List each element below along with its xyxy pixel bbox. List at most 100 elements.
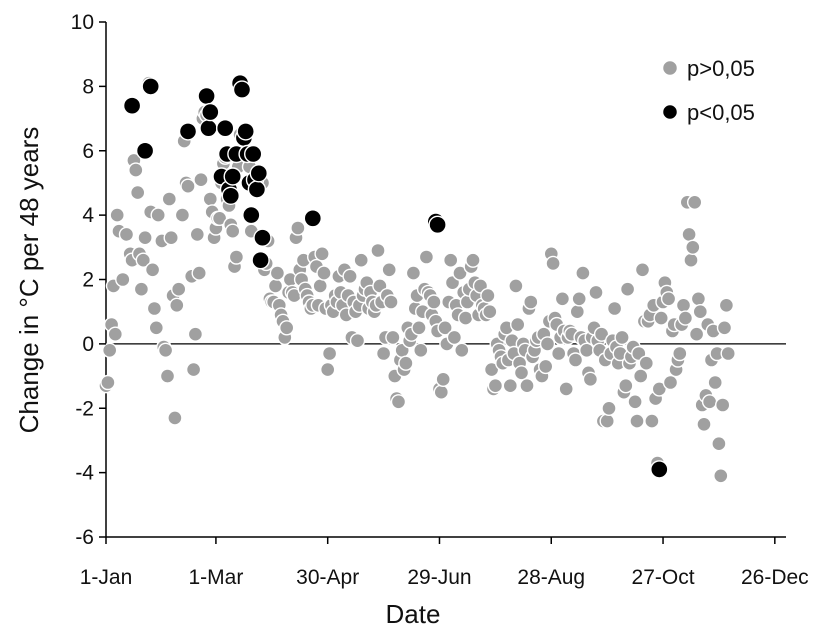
- x-tick-label: 28-Aug: [517, 566, 585, 589]
- point-p-gt-005: [137, 229, 153, 246]
- point-p-gt-005: [224, 223, 241, 239]
- point-p-gt-005: [606, 300, 623, 317]
- point-p-gt-005: [115, 271, 131, 288]
- point-p-gt-005: [538, 358, 554, 375]
- point-p-gt-005: [452, 265, 468, 281]
- x-axis-ticks: 1-Jan 1-Mar 30-Apr 29-Jun 28-Aug 27-Oct 26-Dec: [80, 537, 809, 589]
- point-p-gt-005: [629, 413, 645, 429]
- point-p-gt-005: [118, 226, 135, 243]
- point-p-gt-005: [701, 394, 718, 410]
- point-p-gt-005: [390, 394, 407, 410]
- point-p-gt-005: [267, 278, 284, 294]
- point-p-gt-005: [144, 262, 161, 278]
- point-p-gt-005: [269, 265, 286, 281]
- point-p-gt-005: [715, 397, 731, 413]
- point-p-gt-005: [582, 371, 599, 387]
- point-p-gt-005: [687, 194, 703, 211]
- point-p-gt-005: [370, 242, 386, 259]
- point-p-gt-005: [633, 368, 649, 384]
- point-p-gt-005: [159, 368, 176, 384]
- y-axis-ticks: -6 -4 -2 0 2 4 6 8 10: [71, 11, 106, 549]
- point-p-gt-005: [480, 287, 496, 304]
- point-p-gt-005: [180, 178, 196, 194]
- point-p-gt-005: [508, 278, 524, 294]
- point-p-gt-005: [502, 378, 518, 394]
- point-p-gt-005: [418, 249, 435, 265]
- point-p-gt-005: [353, 252, 369, 268]
- point-p-gt-005: [672, 345, 688, 362]
- point-p-gt-005: [713, 468, 729, 484]
- point-p-gt-005: [618, 378, 634, 394]
- point-p-gt-005: [627, 394, 643, 410]
- point-p-gt-005: [510, 316, 526, 333]
- y-tick-label: 8: [82, 75, 94, 98]
- x-tick-label: 27-Oct: [632, 566, 695, 589]
- point-p-lt-005: [197, 86, 216, 106]
- point-p-gt-005: [619, 281, 636, 297]
- point-p-gt-005: [644, 413, 660, 429]
- point-p-gt-005: [211, 210, 228, 227]
- point-p-gt-005: [446, 329, 463, 346]
- x-tick-label: 1-Jan: [80, 566, 133, 589]
- y-tick-label: 10: [71, 11, 94, 34]
- point-p-gt-005: [707, 374, 723, 391]
- point-p-lt-005: [650, 460, 669, 479]
- point-p-gt-005: [170, 281, 187, 297]
- x-tick-label: 1-Mar: [188, 566, 243, 589]
- point-p-gt-005: [169, 297, 185, 313]
- point-p-gt-005: [383, 294, 399, 310]
- point-p-gt-005: [575, 265, 591, 281]
- legend-label-p-lt: p<0,05: [687, 100, 755, 125]
- y-tick-label: 4: [82, 204, 94, 227]
- point-p-gt-005: [681, 226, 697, 243]
- point-p-gt-005: [443, 252, 459, 268]
- point-p-gt-005: [653, 310, 669, 326]
- point-p-lt-005: [178, 122, 198, 141]
- point-p-gt-005: [551, 345, 567, 362]
- point-p-gt-005: [433, 384, 449, 400]
- point-p-gt-005: [321, 345, 338, 362]
- point-p-gt-005: [228, 249, 245, 265]
- point-p-gt-005: [720, 345, 736, 362]
- point-p-gt-005: [167, 410, 183, 426]
- point-p-gt-005: [146, 300, 163, 317]
- y-tick-label: 2: [82, 269, 94, 292]
- point-p-lt-005: [141, 77, 160, 96]
- point-p-gt-005: [688, 326, 705, 342]
- point-p-gt-005: [711, 436, 727, 452]
- point-p-gt-005: [185, 361, 202, 378]
- point-p-gt-005: [316, 265, 332, 281]
- y-tick-label: 6: [82, 140, 94, 163]
- point-p-gt-005: [677, 310, 694, 326]
- legend-marker-p-lt: [661, 103, 679, 121]
- point-p-lt-005: [135, 141, 155, 161]
- point-p-gt-005: [519, 378, 535, 394]
- point-p-gt-005: [718, 297, 735, 313]
- point-p-gt-005: [100, 374, 116, 391]
- point-p-gt-005: [187, 326, 204, 342]
- point-p-gt-005: [685, 239, 701, 256]
- point-p-gt-005: [161, 191, 178, 207]
- point-p-gt-005: [599, 413, 615, 429]
- point-p-gt-005: [634, 262, 651, 278]
- point-p-lt-005: [122, 96, 142, 115]
- point-p-gt-005: [129, 184, 146, 201]
- point-p-gt-005: [614, 329, 630, 346]
- point-p-lt-005: [247, 180, 267, 199]
- point-p-gt-005: [569, 304, 585, 320]
- y-tick-label: 0: [82, 333, 94, 356]
- point-p-lt-005: [249, 164, 268, 183]
- point-p-gt-005: [150, 207, 166, 223]
- point-p-gt-005: [135, 252, 152, 268]
- point-p-gt-005: [539, 336, 556, 352]
- point-p-gt-005: [189, 226, 206, 243]
- legend-marker-p-gt: [661, 59, 679, 77]
- point-p-gt-005: [567, 352, 584, 368]
- y-tick-label: -2: [75, 397, 94, 420]
- point-p-gt-005: [487, 378, 504, 394]
- point-p-lt-005: [215, 118, 235, 138]
- point-p-gt-005: [413, 342, 429, 358]
- x-tick-label: 30-Apr: [296, 566, 359, 589]
- point-p-gt-005: [601, 400, 617, 416]
